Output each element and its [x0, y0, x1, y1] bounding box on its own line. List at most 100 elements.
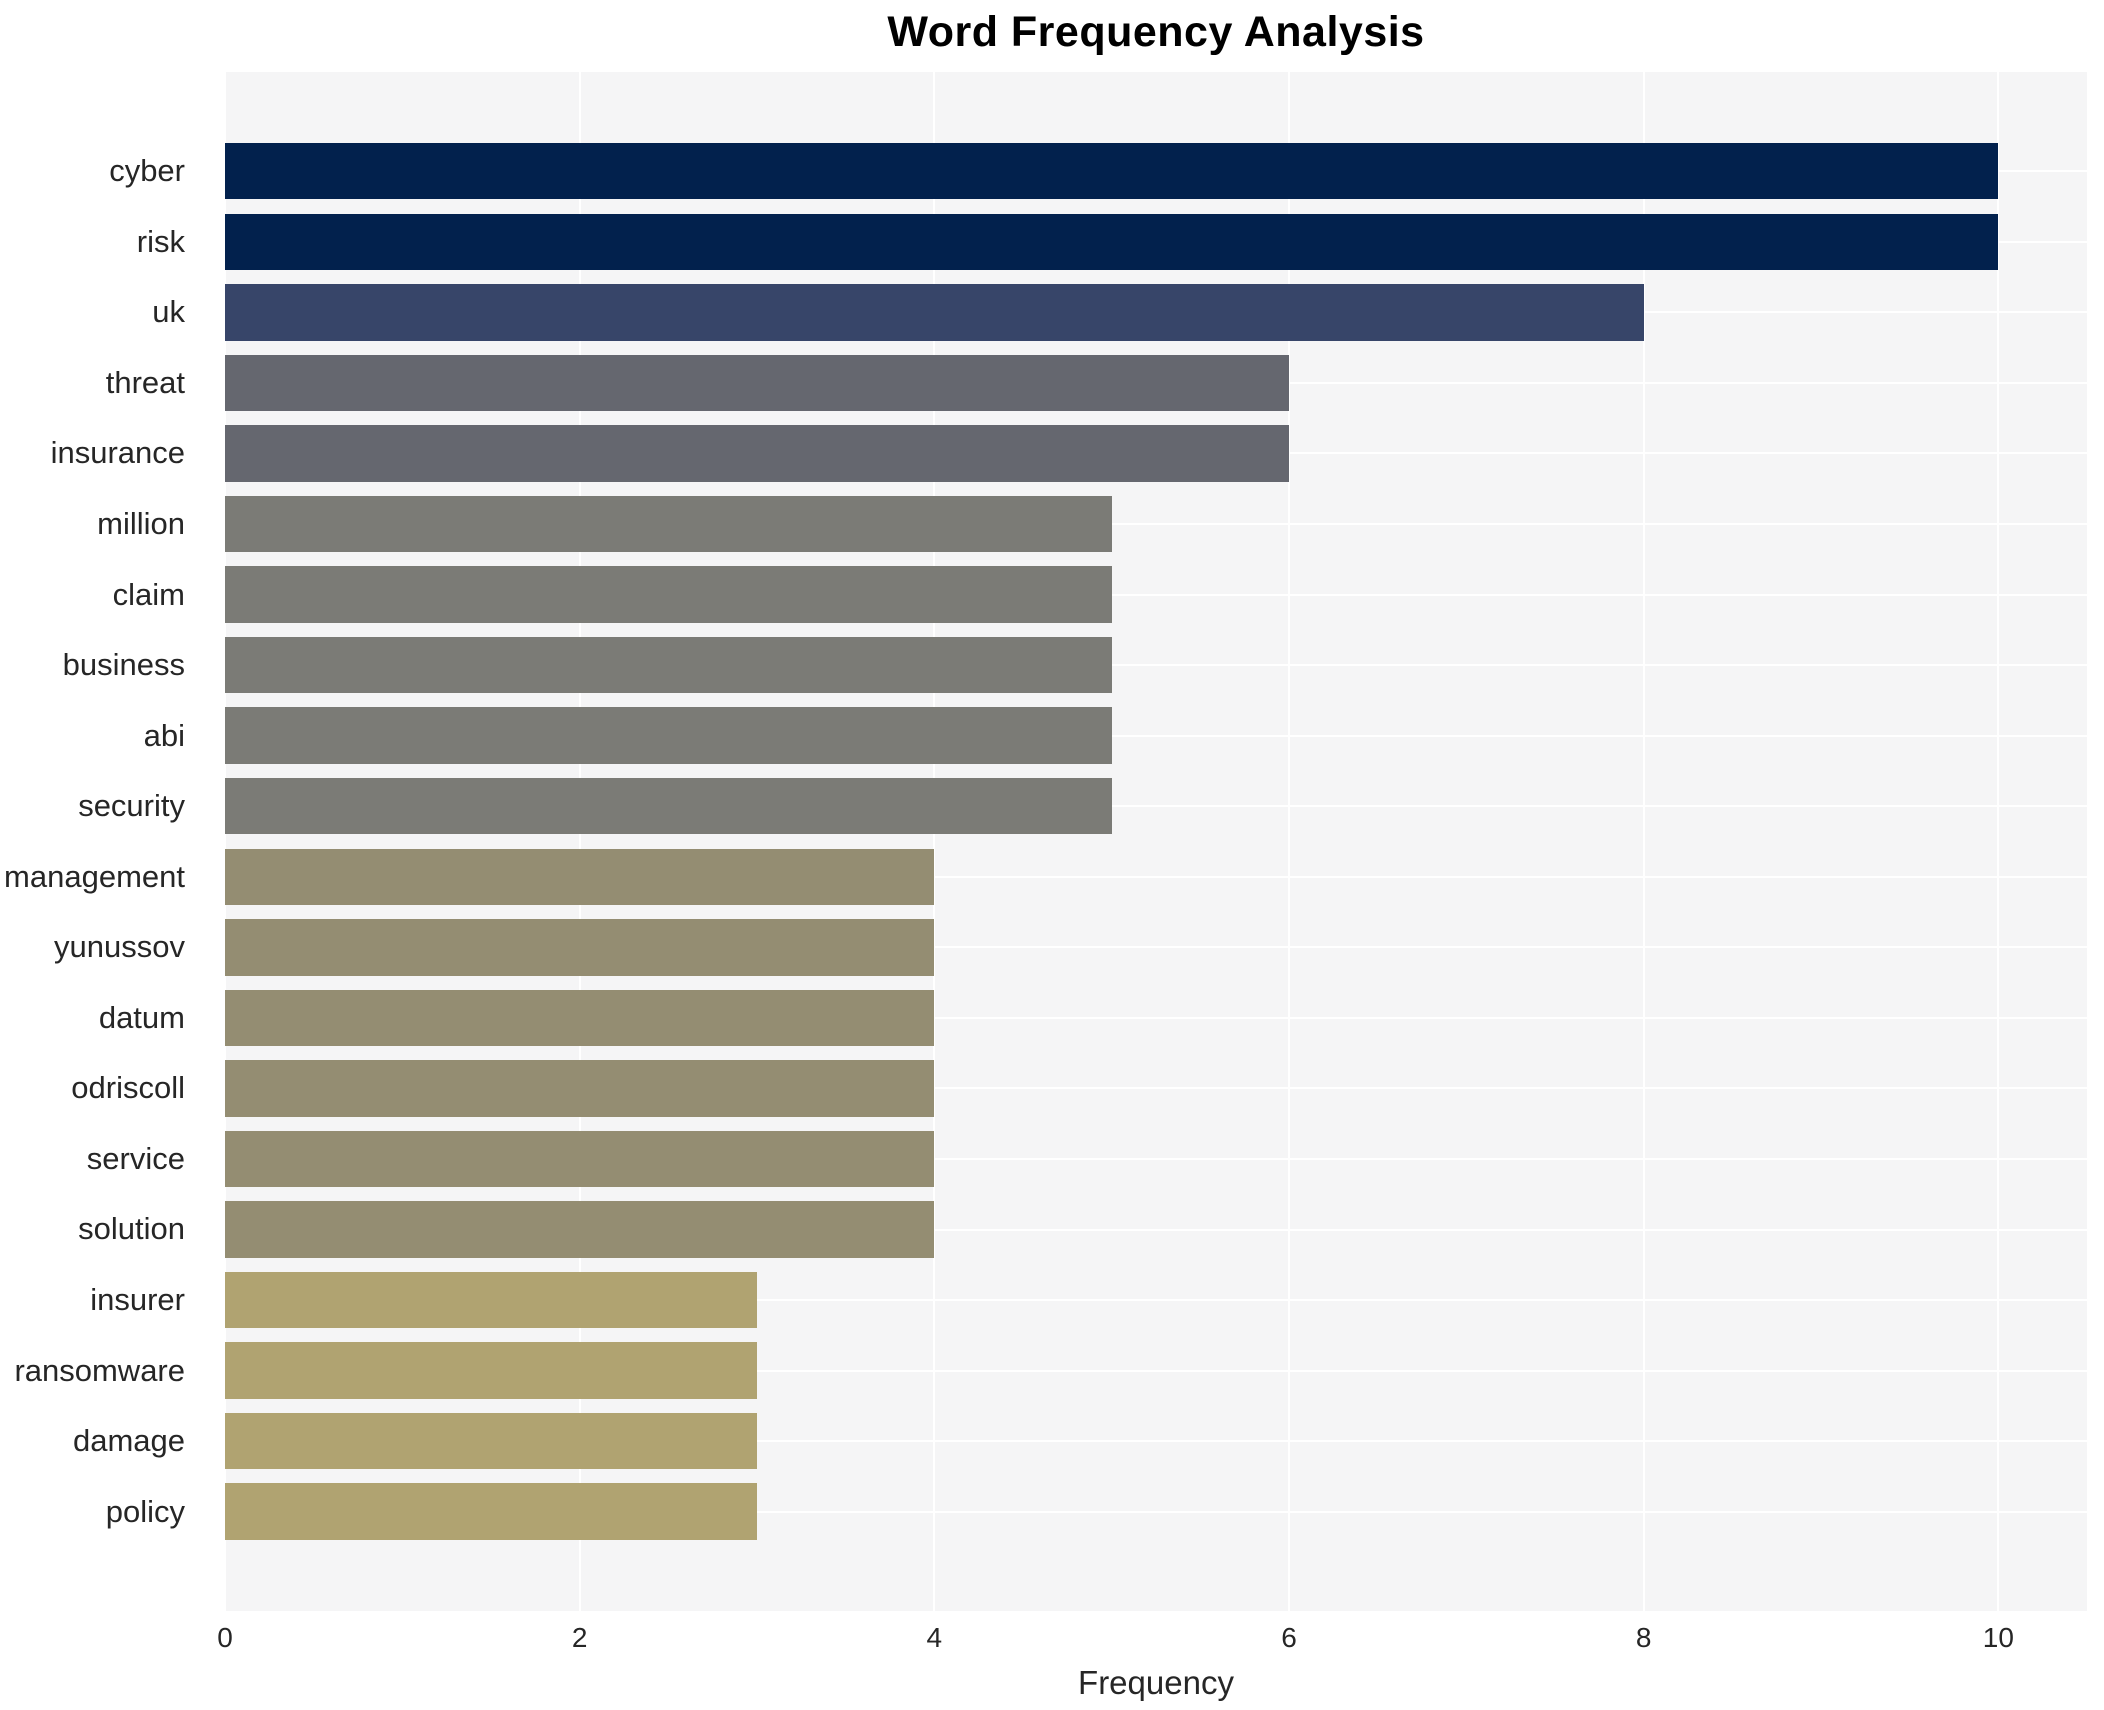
bar-band-million: [225, 489, 2087, 560]
bar-damage: [225, 1412, 757, 1470]
x-tick-label-4: 4: [926, 1622, 943, 1653]
y-tick-row-insurance: insurance: [0, 418, 205, 489]
y-tick-label-ransomware: ransomware: [14, 1352, 185, 1388]
y-axis-labels: cyber risk uk threat insurance million claim bu…: [0, 136, 205, 1547]
gridline-horizontal: [225, 1440, 2087, 1443]
bar-band-claim: [225, 559, 2087, 630]
y-tick-row-claim: claim: [0, 559, 205, 630]
x-tick-label-8: 8: [1635, 1622, 1652, 1653]
y-tick-row-risk: risk: [0, 207, 205, 278]
bar-band-management: [225, 841, 2087, 912]
bar-band-yunussov: [225, 912, 2087, 983]
bar-threat: [225, 354, 1289, 412]
x-tick-label-10: 10: [1982, 1622, 2014, 1653]
y-tick-row-ransomware: ransomware: [0, 1335, 205, 1406]
bar-band-policy: [225, 1476, 2087, 1547]
bars-container: [225, 136, 2087, 1547]
bar-band-solution: [225, 1194, 2087, 1265]
bar-management: [225, 848, 935, 905]
y-tick-label-cyber: cyber: [109, 153, 185, 189]
bar-service: [225, 1130, 935, 1188]
y-tick-row-abi: abi: [0, 700, 205, 771]
bar-insurer: [225, 1271, 757, 1329]
gridline-vertical-8: [1642, 72, 1645, 1611]
gridline-vertical-2: [578, 72, 581, 1611]
y-tick-label-insurer: insurer: [90, 1282, 185, 1318]
bar-datum: [225, 989, 935, 1047]
gridline-horizontal: [225, 593, 2087, 596]
y-tick-label-management: management: [4, 858, 185, 894]
y-tick-label-datum: datum: [98, 999, 185, 1035]
bar-band-cyber: [225, 136, 2087, 207]
y-tick-row-damage: damage: [0, 1406, 205, 1477]
x-tick-label-0: 0: [217, 1622, 233, 1653]
bar-band-uk: [225, 277, 2087, 348]
y-tick-row-uk: uk: [0, 277, 205, 348]
bar-abi: [225, 707, 1112, 764]
y-tick-label-yunussov: yunussov: [54, 929, 185, 965]
bar-insurance: [225, 425, 1289, 482]
gridline-horizontal: [225, 946, 2087, 949]
bar-odriscoll: [225, 1060, 935, 1117]
bar-risk: [225, 213, 1999, 271]
x-axis-label: Frequency: [1078, 1664, 1234, 1701]
bar-band-ransomware: [225, 1335, 2087, 1406]
bar-security: [225, 777, 1112, 835]
gridline-horizontal: [225, 523, 2087, 526]
bar-band-odriscoll: [225, 1053, 2087, 1124]
gridline-vertical-0: [224, 72, 226, 1611]
gridline-horizontal: [225, 734, 2087, 737]
y-tick-row-yunussov: yunussov: [0, 912, 205, 983]
gridline-horizontal: [225, 1016, 2087, 1019]
y-tick-label-security: security: [78, 788, 185, 824]
bar-policy: [225, 1483, 757, 1540]
y-tick-label-uk: uk: [152, 294, 185, 330]
y-tick-label-odriscoll: odriscoll: [71, 1070, 185, 1106]
y-tick-label-damage: damage: [72, 1423, 185, 1459]
bar-band-abi: [225, 700, 2087, 771]
bar-ransomware: [225, 1342, 757, 1399]
bar-band-risk: [225, 207, 2087, 278]
y-tick-label-insurance: insurance: [50, 435, 185, 471]
chart-title: Word Frequency Analysis: [887, 8, 1425, 56]
y-tick-label-business: business: [62, 647, 185, 683]
bar-band-security: [225, 771, 2087, 842]
y-tick-label-claim: claim: [112, 576, 185, 612]
bar-cyber: [225, 143, 1999, 200]
y-tick-row-security: security: [0, 771, 205, 842]
bar-business: [225, 636, 1112, 694]
y-tick-row-datum: datum: [0, 983, 205, 1054]
bar-band-insurance: [225, 418, 2087, 489]
y-tick-row-cyber: cyber: [0, 136, 205, 207]
bar-band-service: [225, 1124, 2087, 1195]
bar-uk: [225, 284, 1644, 341]
y-tick-label-abi: abi: [143, 717, 185, 753]
y-tick-row-management: management: [0, 841, 205, 912]
y-tick-row-service: service: [0, 1124, 205, 1195]
bar-yunussov: [225, 919, 935, 976]
y-tick-row-threat: threat: [0, 348, 205, 419]
gridline-horizontal: [225, 664, 2087, 667]
gridline-horizontal: [225, 1157, 2087, 1160]
gridline-horizontal: [225, 875, 2087, 878]
gridline-vertical-6: [1287, 72, 1290, 1611]
y-tick-label-risk: risk: [136, 223, 185, 259]
gridline-horizontal: [225, 1228, 2087, 1231]
y-tick-label-policy: policy: [105, 1493, 185, 1529]
y-tick-row-million: million: [0, 489, 205, 560]
bar-solution: [225, 1201, 935, 1258]
x-axis-ticks: 0 2 4 6 8 10: [217, 1622, 2087, 1658]
y-tick-row-insurer: insurer: [0, 1265, 205, 1336]
y-tick-row-business: business: [0, 630, 205, 701]
y-tick-row-solution: solution: [0, 1194, 205, 1265]
bar-band-datum: [225, 983, 2087, 1054]
y-tick-label-million: million: [97, 506, 185, 541]
y-tick-label-service: service: [86, 1140, 185, 1176]
plot-area: [224, 72, 2087, 1611]
bar-band-business: [225, 630, 2087, 701]
y-tick-label-threat: threat: [105, 364, 185, 400]
y-tick-row-policy: policy: [0, 1476, 205, 1547]
bar-million: [225, 495, 1112, 553]
gridline-vertical-10: [1997, 72, 2000, 1611]
